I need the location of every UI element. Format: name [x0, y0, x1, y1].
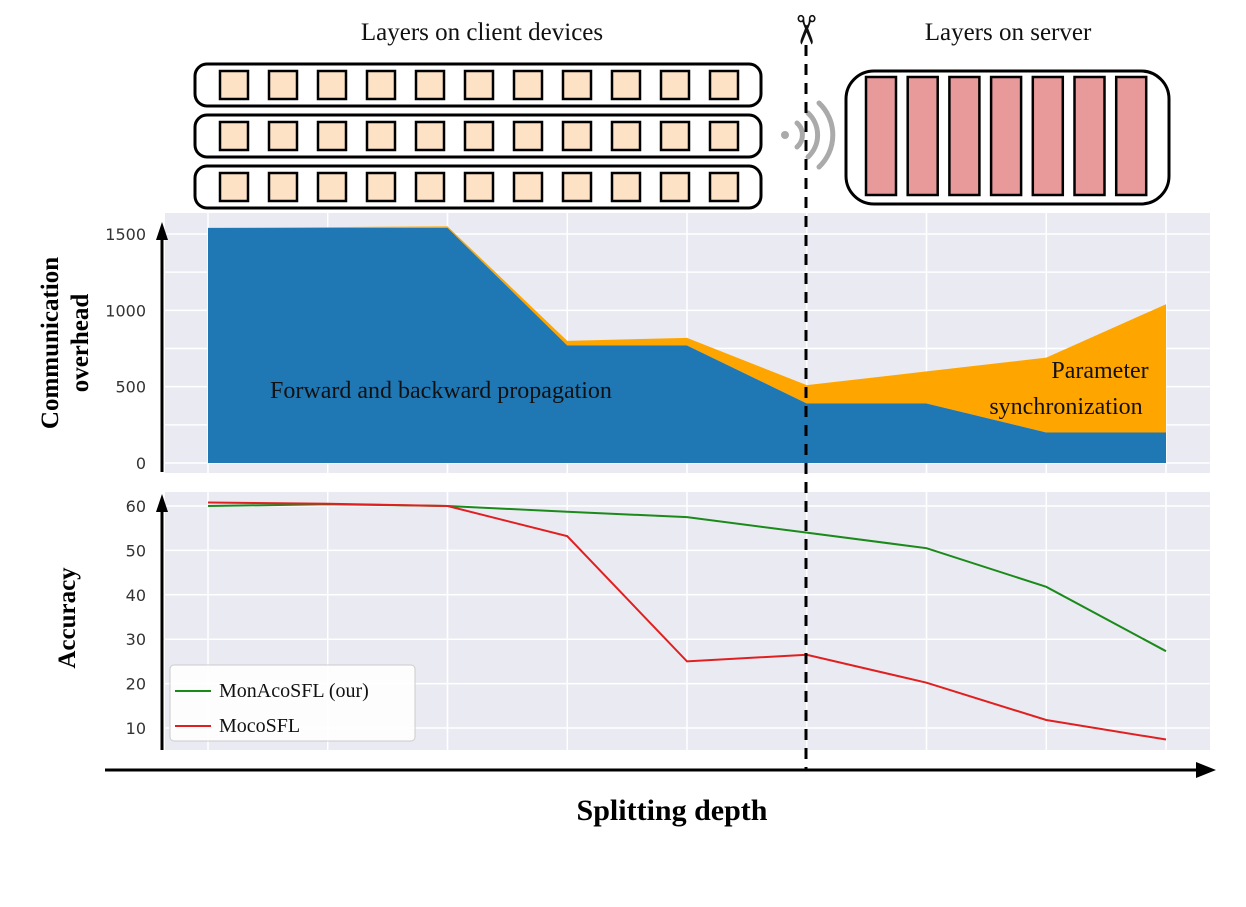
- client-layer-block: [512, 171, 544, 203]
- client-layer-block: [659, 69, 691, 101]
- client-layer-block: [610, 120, 642, 152]
- client-layer-block: [708, 171, 740, 203]
- moco-line: [207, 501, 1167, 741]
- client-layer-block: [659, 120, 691, 152]
- param-sync-area: [208, 226, 1166, 433]
- accuracy-y-tick-label: 40: [126, 586, 146, 605]
- client-layer-block: [414, 171, 446, 203]
- overhead-y-label-line2: overhead: [67, 294, 94, 393]
- client-layer-block: [708, 69, 740, 101]
- client-layer-block: [561, 120, 593, 152]
- client-layer-block: [610, 171, 642, 203]
- client-layer-block: [463, 171, 495, 203]
- client-layer-block: [463, 69, 495, 101]
- client-layer-block: [561, 69, 593, 101]
- server-layer-block: [1031, 75, 1065, 197]
- client-layer-block: [561, 171, 593, 203]
- client-layer-block: [512, 69, 544, 101]
- client-layer-block: [365, 120, 397, 152]
- accuracy-chart: 10 20 30 40 50 60 Accuracy MonAcoSFL (our) Mo…: [54, 492, 1210, 750]
- accuracy-y-tick-label: 60: [126, 497, 146, 516]
- x-axis-label: Splitting depth: [577, 794, 768, 827]
- client-layer-block: [218, 69, 250, 101]
- client-layer-rows: [193, 62, 763, 210]
- overhead-areas: [208, 226, 1166, 463]
- client-layer-block: [316, 171, 348, 203]
- client-layer-block: [267, 69, 299, 101]
- server-layer-block: [948, 75, 981, 197]
- client-layer-block: [610, 69, 642, 101]
- client-layer-block: [414, 120, 446, 152]
- overhead-y-tick-label: 500: [115, 378, 146, 397]
- accuracy-y-label: Accuracy: [54, 567, 81, 669]
- accuracy-y-tick-label: 30: [126, 630, 146, 649]
- client-devices-label: Layers on client devices: [361, 19, 603, 46]
- server-layer-block: [864, 75, 898, 197]
- server-layer-block: [989, 75, 1023, 197]
- client-layer-block: [659, 171, 691, 203]
- accuracy-y-ticks: 10 20 30 40 50 60: [126, 497, 146, 738]
- server-layer-stack: [844, 69, 1171, 206]
- client-layer-block: [463, 120, 495, 152]
- accuracy-y-tick-label: 50: [126, 541, 146, 560]
- server-label: Layers on server: [925, 19, 1092, 46]
- legend: MonAcoSFL (our) MocoSFL: [169, 664, 416, 742]
- client-layer-block: [218, 171, 250, 203]
- client-devices-illustration: Layers on client devices: [193, 19, 763, 210]
- scissors-icon: ✂: [782, 13, 828, 47]
- client-layer-block: [708, 120, 740, 152]
- client-layer-block: [267, 120, 299, 152]
- annotation-param-sync-line2: synchronization: [989, 394, 1142, 420]
- overhead-y-tick-label: 1000: [105, 301, 146, 320]
- axis-arrows: [105, 222, 1216, 778]
- server-illustration: Layers on server: [844, 19, 1171, 206]
- client-layer-block: [365, 171, 397, 203]
- forward-backward-area: [208, 227, 1166, 463]
- overhead-y-tick-label: 0: [136, 454, 146, 473]
- server-layer-block: [1073, 75, 1106, 197]
- server-layer-block: [906, 75, 939, 197]
- accuracy-y-tick-label: 10: [126, 719, 146, 738]
- legend-box: [169, 664, 416, 742]
- wireless-signal-icon: [781, 100, 836, 170]
- overhead-chart: 0 500 1000 1500 Forward and backward propag…: [37, 213, 1210, 473]
- accuracy-lines: [207, 501, 1167, 741]
- client-layer-block: [316, 120, 348, 152]
- client-layer-block: [316, 69, 348, 101]
- annotation-param-sync-line1: Parameter: [1051, 358, 1148, 384]
- legend-label-moco: MocoSFL: [219, 715, 300, 737]
- accuracy-y-tick-label: 20: [126, 675, 146, 694]
- client-layer-block: [267, 171, 299, 203]
- overhead-y-tick-label: 1500: [105, 225, 146, 244]
- annotation-forward-backward: Forward and backward propagation: [270, 378, 612, 404]
- svg-text:✂: ✂: [782, 13, 828, 47]
- server-layer-block: [1114, 75, 1148, 197]
- overhead-y-ticks: 0 500 1000 1500: [105, 225, 146, 473]
- client-layer-block: [414, 69, 446, 101]
- client-layer-block: [218, 120, 250, 152]
- client-layer-block: [512, 120, 544, 152]
- legend-label-monaco: MonAcoSFL (our): [219, 680, 369, 702]
- overhead-y-label-line1: Communication: [37, 257, 64, 429]
- client-layer-block: [365, 69, 397, 101]
